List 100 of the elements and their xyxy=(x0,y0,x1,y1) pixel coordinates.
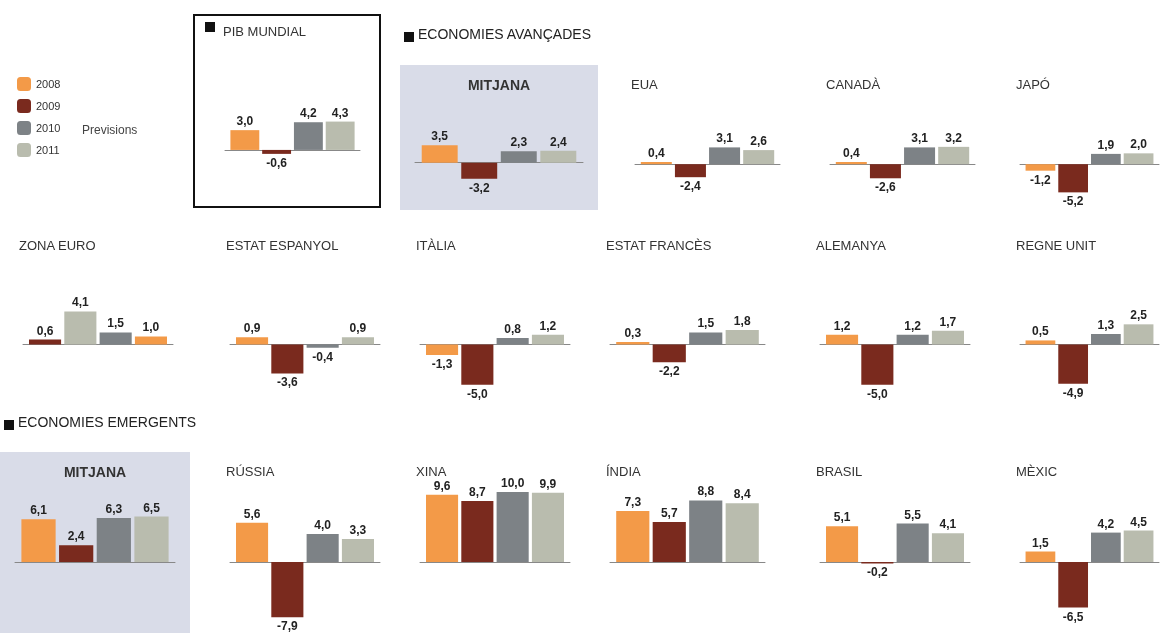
data-label: 4,5 xyxy=(1130,514,1148,529)
data-label: 1,5 xyxy=(1032,535,1050,550)
data-label: -5,0 xyxy=(467,386,489,401)
bar xyxy=(1123,324,1154,345)
bar xyxy=(134,516,169,562)
data-label: 0,9 xyxy=(243,321,261,336)
bar xyxy=(931,533,964,562)
bar xyxy=(236,522,269,562)
chart-title: ESTAT ESPANYOL xyxy=(226,238,339,253)
data-label: 0,3 xyxy=(624,326,642,341)
data-label: 0,4 xyxy=(842,146,860,161)
data-label: 1,0 xyxy=(142,320,160,335)
chart-title: ZONA EURO xyxy=(19,238,96,253)
chart-title: BRASIL xyxy=(816,464,863,479)
data-label: -3,2 xyxy=(468,180,490,195)
bar xyxy=(271,562,304,618)
data-label: -7,9 xyxy=(277,619,299,633)
data-label: 1,2 xyxy=(904,318,922,333)
data-label: 10,0 xyxy=(500,476,525,490)
data-label: 4,1 xyxy=(72,295,90,310)
bar xyxy=(743,150,775,165)
bar xyxy=(826,526,859,562)
bar xyxy=(426,494,459,562)
bar xyxy=(938,146,970,165)
data-label: 0,6 xyxy=(36,323,54,338)
bar xyxy=(21,519,56,562)
chart-title: CANADÀ xyxy=(826,77,881,92)
data-label: 0,8 xyxy=(504,322,522,337)
data-label: 2,0 xyxy=(1130,137,1148,152)
data-label: 4,2 xyxy=(1097,516,1115,531)
data-label: 1,8 xyxy=(733,313,751,328)
data-label: -5,2 xyxy=(1062,194,1084,209)
data-label: 1,5 xyxy=(107,316,125,331)
bar xyxy=(59,545,94,562)
data-label: 5,1 xyxy=(833,510,851,525)
bar xyxy=(725,329,759,345)
text: Previsions xyxy=(82,123,138,137)
data-label: 3,5 xyxy=(431,129,449,144)
legend-label: 2010 xyxy=(36,122,61,134)
bar xyxy=(725,503,759,562)
data-label: -0,6 xyxy=(266,155,288,170)
data-label: 3,1 xyxy=(911,131,929,146)
data-label: 0,9 xyxy=(349,321,367,336)
data-label: -2,4 xyxy=(680,179,702,194)
bar xyxy=(640,162,672,165)
bar xyxy=(64,311,97,345)
legend-label: 2008 xyxy=(36,78,61,90)
data-label: 2,4 xyxy=(549,134,567,149)
data-label: 5,6 xyxy=(243,506,261,521)
data-label: 1,5 xyxy=(697,316,715,331)
data-label: 4,1 xyxy=(939,517,957,532)
data-label: -6,5 xyxy=(1062,609,1084,624)
legend-label: 2009 xyxy=(36,100,61,112)
text: ECONOMIES EMERGENTS xyxy=(17,414,198,432)
bar xyxy=(835,162,867,165)
data-label: -2,6 xyxy=(875,180,897,195)
data-label: 3,1 xyxy=(716,131,734,146)
data-label: 8,7 xyxy=(469,485,487,500)
chart-title: MITJANA xyxy=(63,464,127,480)
data-label: 9,6 xyxy=(433,478,451,493)
data-label: -5,0 xyxy=(867,386,889,401)
data-label: 3,3 xyxy=(349,522,367,537)
bar xyxy=(616,510,650,562)
data-label: -1,2 xyxy=(1030,172,1052,187)
text: ECONOMIES AVANÇADES xyxy=(417,26,592,44)
data-label: 2,6 xyxy=(750,134,768,149)
bar xyxy=(652,522,686,562)
chart-title: ESTAT FRANCÈS xyxy=(606,238,712,253)
chart-title: MÈXIC xyxy=(1016,464,1058,479)
data-label: 2,5 xyxy=(1130,308,1148,323)
data-label: 8,4 xyxy=(733,487,751,502)
chart-title: ALEMANYA xyxy=(816,238,887,253)
data-label: 1,2 xyxy=(539,318,557,333)
data-label: -2,2 xyxy=(658,364,680,379)
bar xyxy=(461,501,494,562)
chart-title: ITÀLIA xyxy=(416,238,457,253)
bar xyxy=(540,150,577,163)
data-label: 4,2 xyxy=(300,106,318,121)
chart-title: ÍNDIA xyxy=(606,464,641,479)
data-label: 1,2 xyxy=(833,318,851,333)
bar xyxy=(531,492,564,562)
bar xyxy=(1123,530,1154,562)
bar xyxy=(869,164,901,179)
bar xyxy=(1025,551,1056,562)
data-label: 1,7 xyxy=(939,314,957,329)
data-label: 2,4 xyxy=(67,529,85,544)
data-label: 0,4 xyxy=(647,146,665,161)
bar xyxy=(1058,562,1089,608)
bar xyxy=(461,162,498,179)
data-label: 0,5 xyxy=(1032,324,1050,339)
bar xyxy=(341,538,374,562)
bar xyxy=(652,344,686,363)
chart-title: REGNE UNIT xyxy=(1016,238,1097,253)
legend-label: 2011 xyxy=(36,144,60,156)
bar xyxy=(1058,344,1089,384)
chart-title: JAPÓ xyxy=(1016,77,1050,92)
chart-title: RÚSSIA xyxy=(226,464,275,479)
bar xyxy=(262,149,292,154)
bar xyxy=(230,130,260,150)
data-label: 5,7 xyxy=(660,506,678,521)
